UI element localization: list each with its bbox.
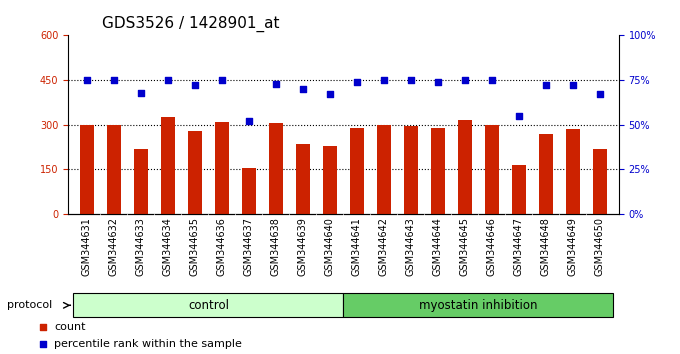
Text: GSM344650: GSM344650 (595, 217, 605, 276)
Bar (296, 144, 309, 214)
Bar (80, 125, 94, 214)
Point (460, 77, 471, 83)
Point (271, 81, 282, 86)
Bar (350, 128, 364, 214)
Bar (431, 128, 445, 214)
Bar (215, 122, 228, 214)
Bar (107, 125, 120, 214)
Bar (269, 123, 283, 214)
Text: control: control (188, 299, 229, 312)
Bar (404, 126, 418, 214)
Bar (242, 168, 256, 214)
Point (37, 324, 48, 329)
Point (352, 79, 362, 85)
Bar (593, 149, 607, 214)
Point (432, 79, 443, 85)
Point (486, 77, 497, 83)
Text: GSM344642: GSM344642 (379, 217, 389, 276)
Bar (512, 165, 526, 214)
Text: GSM344637: GSM344637 (244, 217, 254, 276)
Text: GSM344633: GSM344633 (136, 217, 146, 276)
Text: GSM344636: GSM344636 (217, 217, 227, 276)
Text: GSM344640: GSM344640 (325, 217, 335, 276)
Point (82, 77, 92, 83)
Point (568, 82, 579, 88)
Bar (188, 131, 202, 214)
Bar (343, 293, 613, 317)
Point (379, 77, 390, 83)
Text: GSM344631: GSM344631 (82, 217, 92, 276)
Bar (377, 125, 390, 214)
Point (513, 113, 524, 119)
Text: GSM344643: GSM344643 (406, 217, 416, 276)
Text: GSM344632: GSM344632 (109, 217, 119, 276)
Point (135, 90, 146, 96)
Text: GSM344647: GSM344647 (514, 217, 524, 276)
Bar (539, 134, 553, 214)
Bar (458, 120, 472, 214)
Text: GSM344639: GSM344639 (298, 217, 308, 276)
Text: count: count (54, 321, 86, 332)
Text: GSM344634: GSM344634 (163, 217, 173, 276)
Point (243, 118, 254, 124)
Text: percentile rank within the sample: percentile rank within the sample (54, 339, 242, 349)
Bar (134, 149, 148, 214)
Bar (566, 129, 579, 214)
Text: GSM344649: GSM344649 (568, 217, 578, 276)
Text: GSM344646: GSM344646 (487, 217, 497, 276)
Bar (323, 145, 337, 214)
Text: GSM344645: GSM344645 (460, 217, 470, 276)
Text: GSM344635: GSM344635 (190, 217, 200, 276)
Point (163, 77, 173, 83)
Text: GSM344644: GSM344644 (433, 217, 443, 276)
Bar (485, 125, 498, 214)
Text: GDS3526 / 1428901_at: GDS3526 / 1428901_at (102, 16, 279, 32)
Point (324, 92, 335, 97)
Text: myostatin inhibition: myostatin inhibition (419, 299, 538, 312)
Bar (73, 293, 343, 317)
Text: GSM344648: GSM344648 (541, 217, 551, 276)
Point (541, 82, 551, 88)
Bar (161, 117, 175, 214)
Point (594, 92, 605, 97)
Point (405, 77, 416, 83)
Point (109, 77, 120, 83)
Text: GSM344641: GSM344641 (352, 217, 362, 276)
Point (297, 86, 308, 92)
Point (216, 77, 227, 83)
Point (37, 341, 48, 347)
Text: GSM344638: GSM344638 (271, 217, 281, 276)
Text: protocol: protocol (7, 300, 52, 310)
Point (190, 82, 201, 88)
